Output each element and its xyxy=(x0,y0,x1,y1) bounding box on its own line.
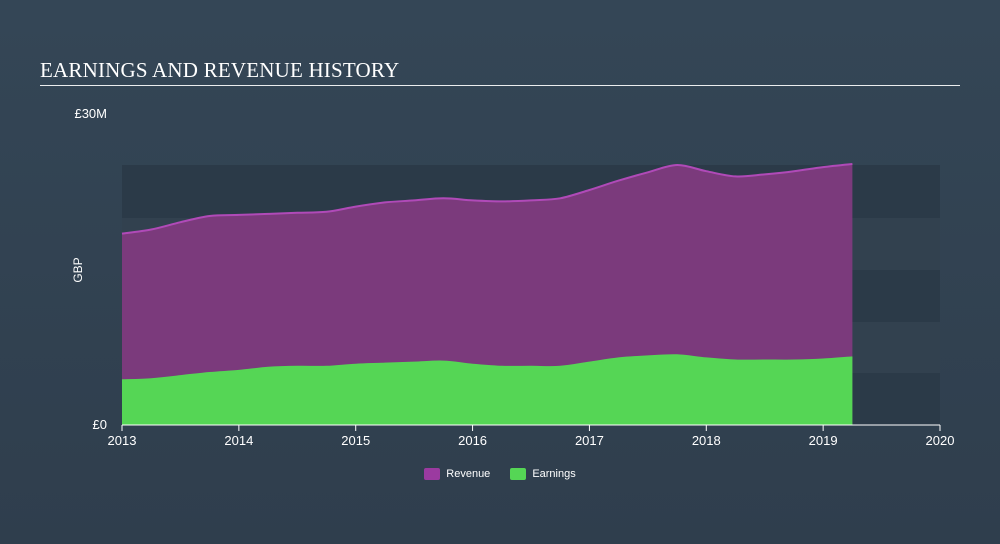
chart-axes: 2013 2014 2015 2016 2017 2018 2019 2020 xyxy=(108,424,955,448)
y-tick-label-zero: £0 xyxy=(93,417,107,432)
chart-title: EARNINGS AND REVENUE HISTORY xyxy=(40,58,400,82)
x-tick-label: 2019 xyxy=(809,433,838,448)
x-tick-label: 2020 xyxy=(926,433,955,448)
y-axis-label: GBP xyxy=(71,257,85,282)
x-tick-label: 2014 xyxy=(224,433,253,448)
legend-swatch-earnings xyxy=(510,468,527,480)
legend-swatch-revenue xyxy=(424,468,441,480)
y-tick-label-top: £30M xyxy=(74,106,107,121)
chart-legend: Revenue Earnings xyxy=(0,468,1000,480)
x-tick-label: 2017 xyxy=(575,433,604,448)
line-revenue xyxy=(121,163,853,235)
legend-label-revenue: Revenue xyxy=(446,468,491,480)
x-tick-label: 2013 xyxy=(108,433,137,448)
title-divider xyxy=(40,85,960,86)
legend-item-earnings[interactable]: Earnings xyxy=(510,468,576,480)
legend-label-earnings: Earnings xyxy=(532,468,576,480)
chart-areas xyxy=(121,163,853,425)
x-tick-label: 2018 xyxy=(692,433,721,448)
x-tick-label: 2016 xyxy=(458,433,487,448)
legend-item-revenue[interactable]: Revenue xyxy=(424,468,490,480)
line-earnings xyxy=(121,354,853,382)
area-earnings xyxy=(122,355,853,425)
x-tick-label: 2015 xyxy=(341,433,370,448)
